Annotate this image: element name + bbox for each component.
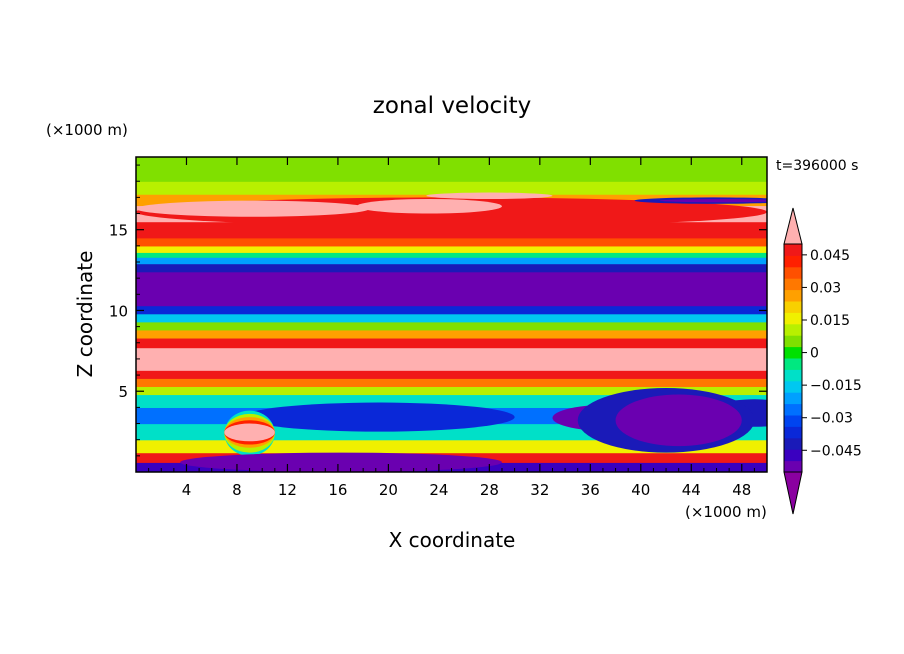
colorbar-segment: [784, 244, 802, 256]
colorbar-segment: [784, 415, 802, 427]
contour-band: [136, 245, 767, 253]
plot-area: [136, 157, 767, 472]
x-tick-label: 40: [631, 481, 650, 499]
contour-feature: [659, 199, 767, 203]
colorbar-segment: [784, 346, 802, 359]
contour-band: [136, 181, 767, 195]
colorbar-segment: [784, 255, 802, 268]
contour-band: [136, 337, 767, 349]
contour-band: [136, 157, 767, 182]
colorbar-tick-label: 0.03: [810, 280, 841, 296]
x-tick-label: 12: [278, 481, 297, 499]
contour-feature: [180, 452, 502, 472]
colorbar-segment: [784, 380, 802, 393]
contour-band: [136, 370, 767, 379]
colorbar-tick-label: 0.045: [810, 248, 850, 264]
contour-feature: [401, 286, 553, 295]
colorbar-segment: [784, 437, 802, 450]
contour-feature: [426, 192, 553, 199]
x-tick-label: 32: [530, 481, 549, 499]
colorbar-segment: [784, 289, 802, 302]
colorbar-segment: [784, 358, 802, 370]
x-tick-label: 44: [682, 481, 701, 499]
contour-band: [136, 329, 767, 339]
x-tick-label: 8: [232, 481, 242, 499]
contour-band: [136, 313, 767, 323]
colorbar-segment: [784, 369, 802, 382]
colorbar-segment: [784, 301, 802, 313]
colorbar: 0.045 0.03 0.015 0 −0.015 −0.03 −0.045: [783, 207, 862, 515]
contour-band: [136, 321, 767, 331]
colorbar-tick-label: −0.015: [810, 378, 862, 394]
x-tick-label: 16: [328, 481, 347, 499]
colorbar-segment: [784, 392, 802, 405]
x-tick-label: 24: [429, 481, 448, 499]
colorbar-tick-label: −0.045: [810, 443, 862, 459]
x-tick-label: 20: [379, 481, 398, 499]
y-unit-label: (×1000 m): [46, 121, 128, 139]
x-unit-label: (×1000 m): [685, 503, 767, 521]
y-axis-label: Z coordinate: [73, 251, 97, 378]
contour-band: [136, 305, 767, 315]
contour-feature: [136, 200, 370, 217]
x-tick-label: 48: [732, 481, 751, 499]
contour-feature: [243, 402, 515, 432]
colorbar-segment: [784, 266, 802, 279]
x-tick-label: 36: [581, 481, 600, 499]
colorbar-tick-label: 0.015: [810, 313, 850, 329]
colorbar-segment: [784, 426, 802, 439]
y-axis: 5 10 15: [109, 164, 767, 457]
contour-band: [136, 252, 767, 258]
contour-band: [136, 347, 767, 371]
contour-band: [136, 237, 767, 247]
colorbar-min-arrow: [783, 471, 803, 515]
chart-title: zonal velocity: [373, 93, 531, 119]
colorbar-frame: [783, 243, 803, 473]
colorbar-tick-label: −0.03: [810, 411, 853, 427]
contour-band: [136, 378, 767, 387]
contour-feature: [356, 199, 502, 214]
colorbar-segment: [784, 335, 802, 348]
x-tick-label: 28: [480, 481, 499, 499]
contour-band: [136, 221, 767, 239]
x-tick-label: 4: [182, 481, 192, 499]
y-tick-label: 15: [109, 222, 128, 240]
contour-feature: [615, 394, 742, 447]
colorbar-tick-label: 0: [810, 346, 819, 362]
colorbar-segment: [784, 323, 802, 336]
contour-band: [136, 386, 767, 396]
colorbar-segment: [784, 278, 802, 291]
time-label: t=396000 s: [776, 158, 858, 174]
y-tick-label: 5: [118, 383, 128, 401]
contour-band: [136, 257, 767, 265]
contour-feature: [224, 423, 275, 442]
colorbar-max-arrow: [783, 207, 803, 245]
x-axis-label: X coordinate: [389, 528, 516, 552]
colorbar-segment: [784, 312, 802, 325]
contour-band: [136, 263, 767, 273]
colorbar-segment: [784, 449, 802, 462]
colorbar-segment: [784, 460, 802, 473]
y-tick-label: 10: [109, 302, 128, 320]
colorbar-segment: [784, 403, 802, 416]
x-axis: 4 8 12 16 20 24 28 32 36 40 44 48: [148, 157, 755, 499]
